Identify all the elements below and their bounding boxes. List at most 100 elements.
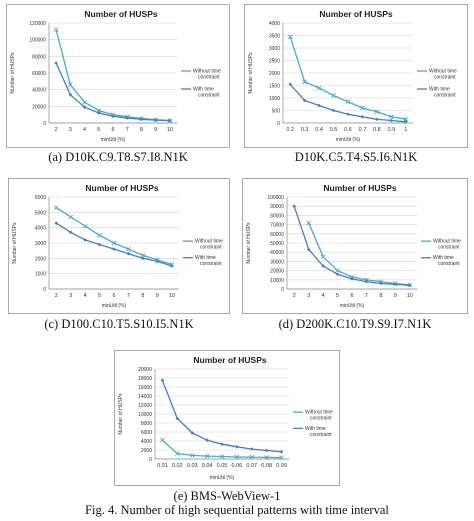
x-tick-label: 10 <box>407 293 413 299</box>
series-line <box>289 36 406 120</box>
data-point <box>321 264 325 268</box>
data-point <box>264 448 269 453</box>
series-line <box>55 207 172 266</box>
y-tick-label: 6000 <box>141 430 152 436</box>
data-point <box>153 118 158 122</box>
y-tick-label: 60000 <box>270 232 284 238</box>
chart-b: Number of HUSPs 0 500 1000 1500 2000 2500 3000 3… <box>248 9 457 143</box>
data-point <box>140 252 146 258</box>
data-point <box>112 247 116 251</box>
legend-label-line: With time <box>305 426 326 432</box>
data-point <box>316 85 322 91</box>
caption-e: (e) BMS-WebView-1 <box>173 489 281 503</box>
data-point <box>175 451 180 456</box>
data-point <box>82 105 87 109</box>
legend-label-line: Without time <box>193 69 221 75</box>
x-tick-label: 8 <box>141 293 144 299</box>
x-tick-label: 7 <box>365 293 368 299</box>
x-tick-label: 0.01 <box>157 463 168 469</box>
x-tick-label: 8 <box>379 293 382 299</box>
chart-title: Number of HUSPs <box>319 9 392 19</box>
x-axis-label: minUtil (%) <box>101 137 126 143</box>
y-tick-label: 80000 <box>270 213 284 219</box>
y-tick-label: 90000 <box>270 204 284 210</box>
legend-label: With time constraint <box>429 87 456 99</box>
x-tick-label: 3 <box>69 293 72 299</box>
y-axis-label: Number of HUSPs <box>118 393 124 435</box>
legend-label-line: Without time <box>195 239 223 245</box>
x-tick-label: 1 <box>404 127 407 133</box>
data-point <box>82 223 88 229</box>
chart-title: Number of HUSPs <box>193 355 266 365</box>
x-tick-label: 0.2 <box>286 127 294 133</box>
y-tick-label: 2000 <box>141 448 152 454</box>
y-tick-label: 0 <box>43 287 46 293</box>
data-point <box>345 99 351 105</box>
y-tick-label: 20000 <box>138 367 152 373</box>
y-tick-label: 4000 <box>269 21 280 27</box>
data-point <box>360 114 365 119</box>
y-tick-label: 3000 <box>269 46 280 52</box>
x-tick-label: 3 <box>69 127 72 133</box>
y-tick-label: 100000 <box>29 38 46 44</box>
y-tick-label: 50000 <box>270 241 284 247</box>
legend-label-line: With time <box>429 87 450 93</box>
y-tick-label: 8000 <box>141 421 152 427</box>
x-tick-label: 0.8 <box>373 127 381 133</box>
x-tick-label: 0.9 <box>388 127 396 133</box>
x-tick-label: 5 <box>97 127 100 133</box>
data-point <box>54 61 58 65</box>
data-point <box>97 233 102 238</box>
x-tick-label: 0.04 <box>202 463 213 469</box>
y-tick-label: 16000 <box>138 385 152 391</box>
x-tick-label: 0.07 <box>246 463 257 469</box>
legend-label: With time constraint <box>193 87 220 99</box>
y-tick-label: 0 <box>43 121 46 127</box>
x-tick-label: 5 <box>98 293 101 299</box>
y-tick-label: 1000 <box>35 272 46 278</box>
data-point <box>160 378 165 383</box>
y-tick-label: 18000 <box>138 376 152 382</box>
data-point <box>139 117 144 122</box>
y-tick-label: 20000 <box>32 104 46 110</box>
x-tick-label: 10 <box>169 293 175 299</box>
legend-label-line: constraint <box>200 245 222 251</box>
x-tick-label: 0.06 <box>232 463 243 469</box>
y-tick-label: 70000 <box>270 223 284 229</box>
x-tick-label: 2 <box>293 293 296 299</box>
legend-label-line: constraint <box>200 261 222 267</box>
y-tick-label: 20000 <box>270 269 284 275</box>
data-point <box>403 119 408 124</box>
x-tick-label: 9 <box>154 127 157 133</box>
legend-label: With time constraint <box>305 426 332 438</box>
data-point <box>335 268 340 273</box>
data-point <box>68 92 73 97</box>
chart-title: Number of HUSPs <box>85 183 158 193</box>
x-tick-label: 0.7 <box>359 127 367 133</box>
series-line <box>308 222 410 286</box>
x-tick-label: 0.4 <box>315 127 323 133</box>
x-tick-label: 8 <box>140 127 143 133</box>
y-tick-label: 100000 <box>267 195 284 201</box>
legend-label-line: constraint <box>198 75 220 81</box>
chart-panel-d: Number of HUSPs 0 10000 20000 30000 40000 5000… <box>242 178 468 314</box>
data-point <box>279 455 284 460</box>
chart-e: Number of HUSPs 0 2000 4000 6000 8000 10000 120… <box>118 355 333 481</box>
data-point <box>82 99 87 105</box>
data-point <box>302 79 307 85</box>
x-tick-label: 0.6 <box>344 127 352 133</box>
data-point <box>287 34 293 40</box>
legend-label-line: Without time <box>305 410 333 416</box>
y-tick-label: 6000 <box>35 195 46 201</box>
data-point <box>126 246 131 252</box>
legend-label-line: constraint <box>310 432 332 438</box>
x-tick-label: 0.02 <box>172 463 183 469</box>
data-point <box>306 220 311 226</box>
x-axis-label: minUtil (%) <box>210 475 235 481</box>
data-point <box>320 254 326 260</box>
y-axis-label: Number of HUSPs <box>12 222 18 264</box>
data-point <box>360 105 365 111</box>
x-axis-label: minUtil (%) <box>336 137 361 143</box>
y-tick-label: 2000 <box>269 71 280 77</box>
x-tick-label: 0.08 <box>261 463 272 469</box>
